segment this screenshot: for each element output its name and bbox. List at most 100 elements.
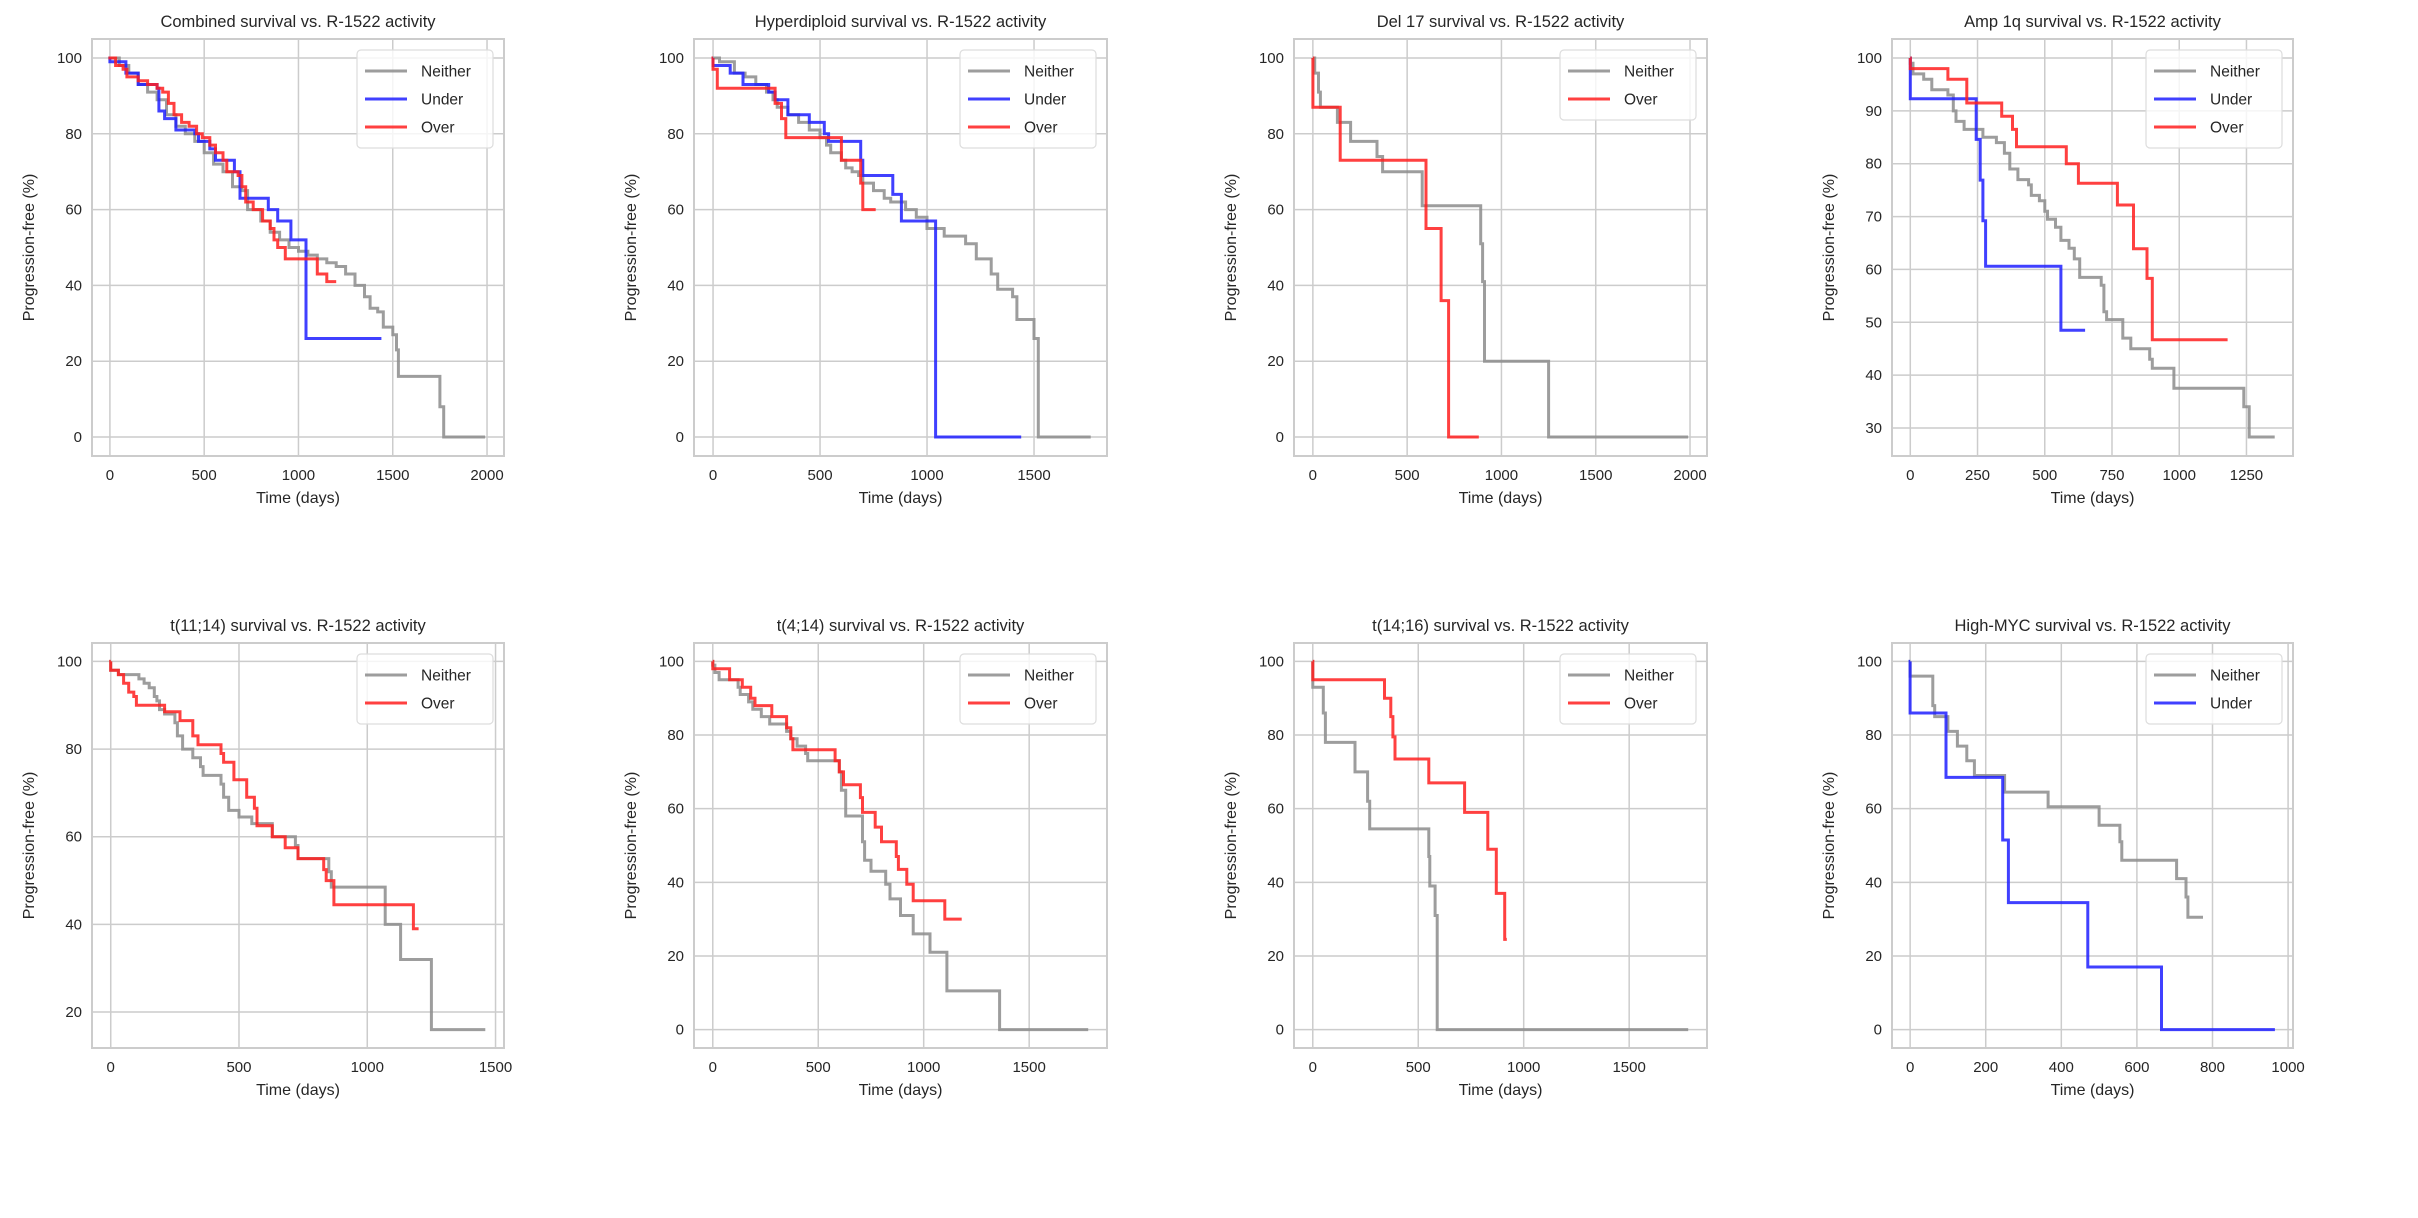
legend-label: Over [1024, 120, 1058, 137]
y-axis-label: Progression-free (%) [21, 174, 38, 322]
subplot-title: High-MYC survival vs. R-1522 activity [1955, 617, 2232, 635]
y-axis-label: Progression-free (%) [1223, 772, 1240, 920]
y-axis-label: Progression-free (%) [1821, 772, 1838, 920]
survival-curve-over [711, 659, 962, 921]
subplot-title: Del 17 survival vs. R-1522 activity [1377, 13, 1625, 31]
survival-curve-neither [109, 659, 486, 1032]
legend-label: Neither [2210, 668, 2260, 685]
y-tick-label: 60 [1267, 202, 1284, 219]
y-tick-label: 80 [1865, 156, 1882, 173]
axes-frame [1293, 642, 1708, 1049]
legend-box [2145, 653, 2283, 725]
y-tick-label: 60 [1865, 801, 1882, 818]
survival-curve-over [108, 56, 337, 284]
x-axis-label: Time (days) [256, 490, 340, 507]
y-tick-label: 60 [65, 829, 82, 846]
y-axis-label: Progression-free (%) [21, 772, 38, 920]
y-tick-label: 40 [667, 277, 684, 294]
x-tick-label: 1250 [2230, 467, 2263, 484]
x-tick-label: 1500 [1012, 1059, 1045, 1076]
legend-label: Neither [1024, 64, 1074, 81]
legend-label: Over [1624, 696, 1658, 713]
subplot-2: 0 500 1000 1500 0 20 40 60 80 100 Hyperdiploid sur… [623, 13, 1108, 507]
x-tick-label: 1000 [910, 467, 943, 484]
y-tick-label: 20 [667, 353, 684, 370]
subplot-title: t(14;16) survival vs. R-1522 activity [1372, 617, 1630, 635]
legend: Neither Under Over [959, 49, 1097, 149]
legend: Neither Under [2145, 653, 2283, 725]
x-tick-label: 1000 [2163, 467, 2196, 484]
y-tick-label: 40 [1865, 874, 1882, 891]
survival-curve-under [1908, 659, 2275, 1032]
x-tick-label: 1000 [2271, 1059, 2304, 1076]
y-tick-label: 100 [659, 50, 684, 67]
y-tick-label: 60 [1267, 801, 1284, 818]
y-tick-label: 90 [1865, 103, 1882, 120]
y-tick-label: 30 [1865, 420, 1882, 437]
legend-box [356, 653, 494, 725]
x-tick-label: 500 [806, 1059, 831, 1076]
legend-box [1559, 49, 1697, 121]
legend-label: Under [2210, 696, 2252, 713]
axes-frame [1293, 38, 1708, 457]
survival-curve-under [1908, 56, 2086, 332]
survival-curve-under [108, 56, 382, 340]
subplot-3: 0 500 1000 1500 2000 0 20 40 60 80 100 Del 17 survi… [1223, 13, 1708, 507]
y-tick-label: 60 [667, 202, 684, 219]
x-tick-label: 500 [1406, 1059, 1431, 1076]
y-axis-label: Progression-free (%) [623, 174, 640, 322]
x-tick-label: 200 [1973, 1059, 1998, 1076]
y-tick-label: 0 [676, 429, 684, 446]
legend-label: Under [421, 92, 463, 109]
x-tick-label: 250 [1965, 467, 1990, 484]
legend-box [959, 653, 1097, 725]
x-axis-label: Time (days) [859, 1082, 943, 1099]
survival-curve-over [1311, 56, 1479, 439]
y-tick-label: 80 [1267, 126, 1284, 143]
x-axis-label: Time (days) [256, 1082, 340, 1099]
survival-curve-neither [1311, 659, 1689, 1032]
subplot-5: 0 500 1000 1500 20 40 60 80 100 t(11;14) survival… [21, 617, 512, 1099]
survival-curve-neither [1908, 659, 2203, 919]
x-tick-label: 1500 [1612, 1059, 1645, 1076]
legend-label: Over [1624, 92, 1658, 109]
x-tick-label: 500 [808, 467, 833, 484]
legend-box [2145, 49, 2283, 149]
y-tick-label: 100 [57, 50, 82, 67]
x-tick-label: 2000 [1673, 467, 1706, 484]
axes-frame [1891, 642, 2294, 1049]
x-tick-label: 2000 [470, 467, 503, 484]
survival-curve-neither [1311, 56, 1689, 439]
y-tick-label: 40 [65, 916, 82, 933]
legend: Neither Over [959, 653, 1097, 725]
y-axis-label: Progression-free (%) [623, 772, 640, 920]
y-tick-label: 40 [65, 277, 82, 294]
axes-frame [91, 642, 505, 1049]
subplot-8: 0 200 400 600 800 1000 0 20 40 60 80 100 High-MYC su… [1821, 617, 2305, 1099]
subplot-title: t(4;14) survival vs. R-1522 activity [777, 617, 1025, 635]
x-tick-label: 0 [1906, 1059, 1914, 1076]
x-axis-label: Time (days) [2051, 490, 2135, 507]
subplot-title: t(11;14) survival vs. R-1522 activity [170, 617, 426, 635]
legend-label: Neither [1024, 668, 1074, 685]
axes-frame [1891, 38, 2294, 457]
subplot-7: 0 500 1000 1500 0 20 40 60 80 100 t(14;16) surviva… [1223, 617, 1708, 1099]
x-tick-label: 600 [2124, 1059, 2149, 1076]
x-axis-label: Time (days) [2051, 1082, 2135, 1099]
y-tick-label: 20 [1865, 948, 1882, 965]
y-tick-label: 80 [667, 727, 684, 744]
x-tick-label: 500 [1395, 467, 1420, 484]
x-tick-label: 1000 [282, 467, 315, 484]
survival-curve-over [1908, 56, 2228, 342]
y-tick-label: 50 [1865, 314, 1882, 331]
legend-box [1559, 653, 1697, 725]
survival-curve-over [109, 659, 419, 931]
y-tick-label: 0 [1874, 1022, 1882, 1039]
survival-curve-neither [711, 659, 1089, 1032]
y-tick-label: 0 [676, 1022, 684, 1039]
x-tick-label: 1500 [479, 1059, 512, 1076]
legend: Neither Over [1559, 49, 1697, 121]
axes-frame [91, 38, 505, 457]
legend: Neither Over [1559, 653, 1697, 725]
x-tick-label: 1000 [351, 1059, 384, 1076]
